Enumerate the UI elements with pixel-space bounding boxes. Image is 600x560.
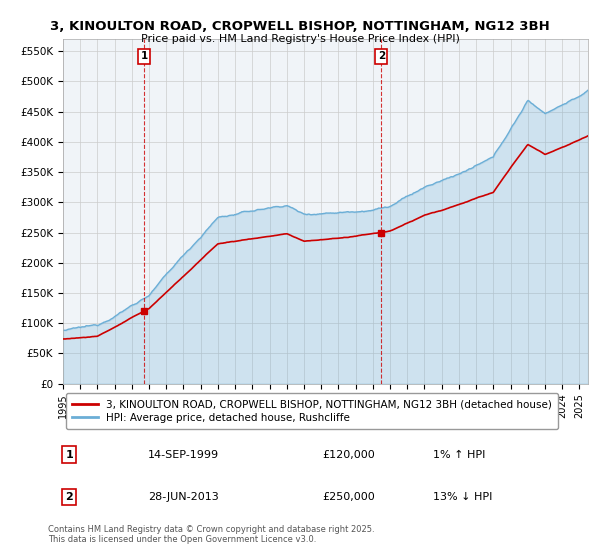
Text: 1: 1 — [65, 450, 73, 460]
Text: 1% ↑ HPI: 1% ↑ HPI — [433, 450, 486, 460]
Text: 2: 2 — [65, 492, 73, 502]
Text: 28-JUN-2013: 28-JUN-2013 — [148, 492, 219, 502]
Text: 13% ↓ HPI: 13% ↓ HPI — [433, 492, 493, 502]
Text: £250,000: £250,000 — [323, 492, 376, 502]
Legend: 3, KINOULTON ROAD, CROPWELL BISHOP, NOTTINGHAM, NG12 3BH (detached house), HPI: : 3, KINOULTON ROAD, CROPWELL BISHOP, NOTT… — [65, 393, 559, 429]
Text: Price paid vs. HM Land Registry's House Price Index (HPI): Price paid vs. HM Land Registry's House … — [140, 34, 460, 44]
Text: £120,000: £120,000 — [323, 450, 376, 460]
Text: 1: 1 — [140, 52, 148, 61]
Text: 14-SEP-1999: 14-SEP-1999 — [148, 450, 220, 460]
Text: 2: 2 — [377, 52, 385, 61]
Text: 3, KINOULTON ROAD, CROPWELL BISHOP, NOTTINGHAM, NG12 3BH: 3, KINOULTON ROAD, CROPWELL BISHOP, NOTT… — [50, 20, 550, 32]
Text: Contains HM Land Registry data © Crown copyright and database right 2025.
This d: Contains HM Land Registry data © Crown c… — [48, 525, 374, 544]
